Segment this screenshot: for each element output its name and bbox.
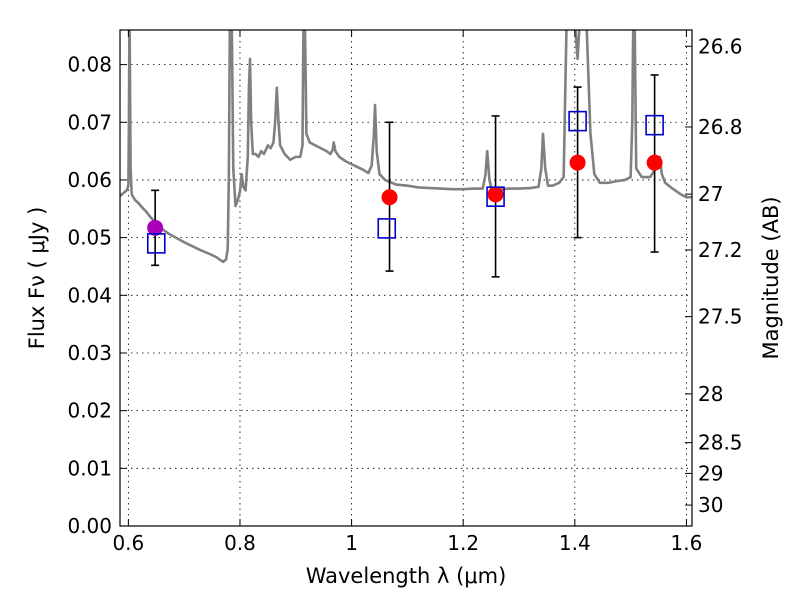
y-tick-label: 0.03 [67,341,112,365]
y-tick-label: 0.01 [67,456,112,480]
photometry-point [487,186,504,203]
y2-tick-label: 27.5 [698,305,743,329]
photometry-point [147,219,164,236]
y2-tick-label: 30 [698,493,723,517]
y2-tick-label: 28 [698,382,723,406]
y-tick-label: 0.04 [67,283,112,307]
model-flux-square [377,218,397,239]
x-tick-label: 0.8 [224,531,256,555]
y-tick-label: 0.05 [67,226,112,250]
model-flux-square [568,110,587,132]
model-flux-square [486,186,505,207]
x-tick-label: 1.2 [447,531,479,555]
x-tick-label: 0.6 [112,531,144,555]
x-tick-label: 1.4 [559,531,591,555]
y2-tick-label: 29 [698,461,723,485]
y-tick-label: 0.06 [67,168,112,192]
ticks-layer: 0.6 0.8 1 1.2 1.4 1.6 0.00 0.01 0.02 0.03 0.04 0.05… [67,30,743,555]
model-spectrum-line [120,30,692,264]
y-tick-label: 0.00 [67,514,112,538]
y2-tick-label: 27.2 [698,238,743,262]
y-tick-label: 0.07 [67,110,112,134]
y2-tick-label: 28.5 [698,431,743,455]
y-axis-title: Flux Fν ( μJy ) [25,207,49,350]
plot-background [120,30,692,526]
x-axis-title: Wavelength λ (μm) [306,564,507,588]
y2-axis-title: Magnitude (AB) [759,196,783,359]
photometry-point [646,154,663,171]
y-tick-label: 0.08 [67,53,112,77]
y2-tick-label: 26.8 [698,115,743,139]
x-tick-label: 1.6 [671,531,703,555]
photometry-point [569,154,586,171]
model-flux-square [146,233,166,254]
plot-frame [119,29,693,527]
photometry-point [381,189,398,206]
x-tick-label: 1 [345,531,358,555]
model-flux-square [645,114,664,136]
y-tick-label: 0.02 [67,399,112,423]
y2-tick-label: 27 [698,182,723,206]
y2-tick-label: 26.6 [698,34,743,58]
model-spectrum-layer [120,30,692,264]
markers-layer [146,110,664,254]
